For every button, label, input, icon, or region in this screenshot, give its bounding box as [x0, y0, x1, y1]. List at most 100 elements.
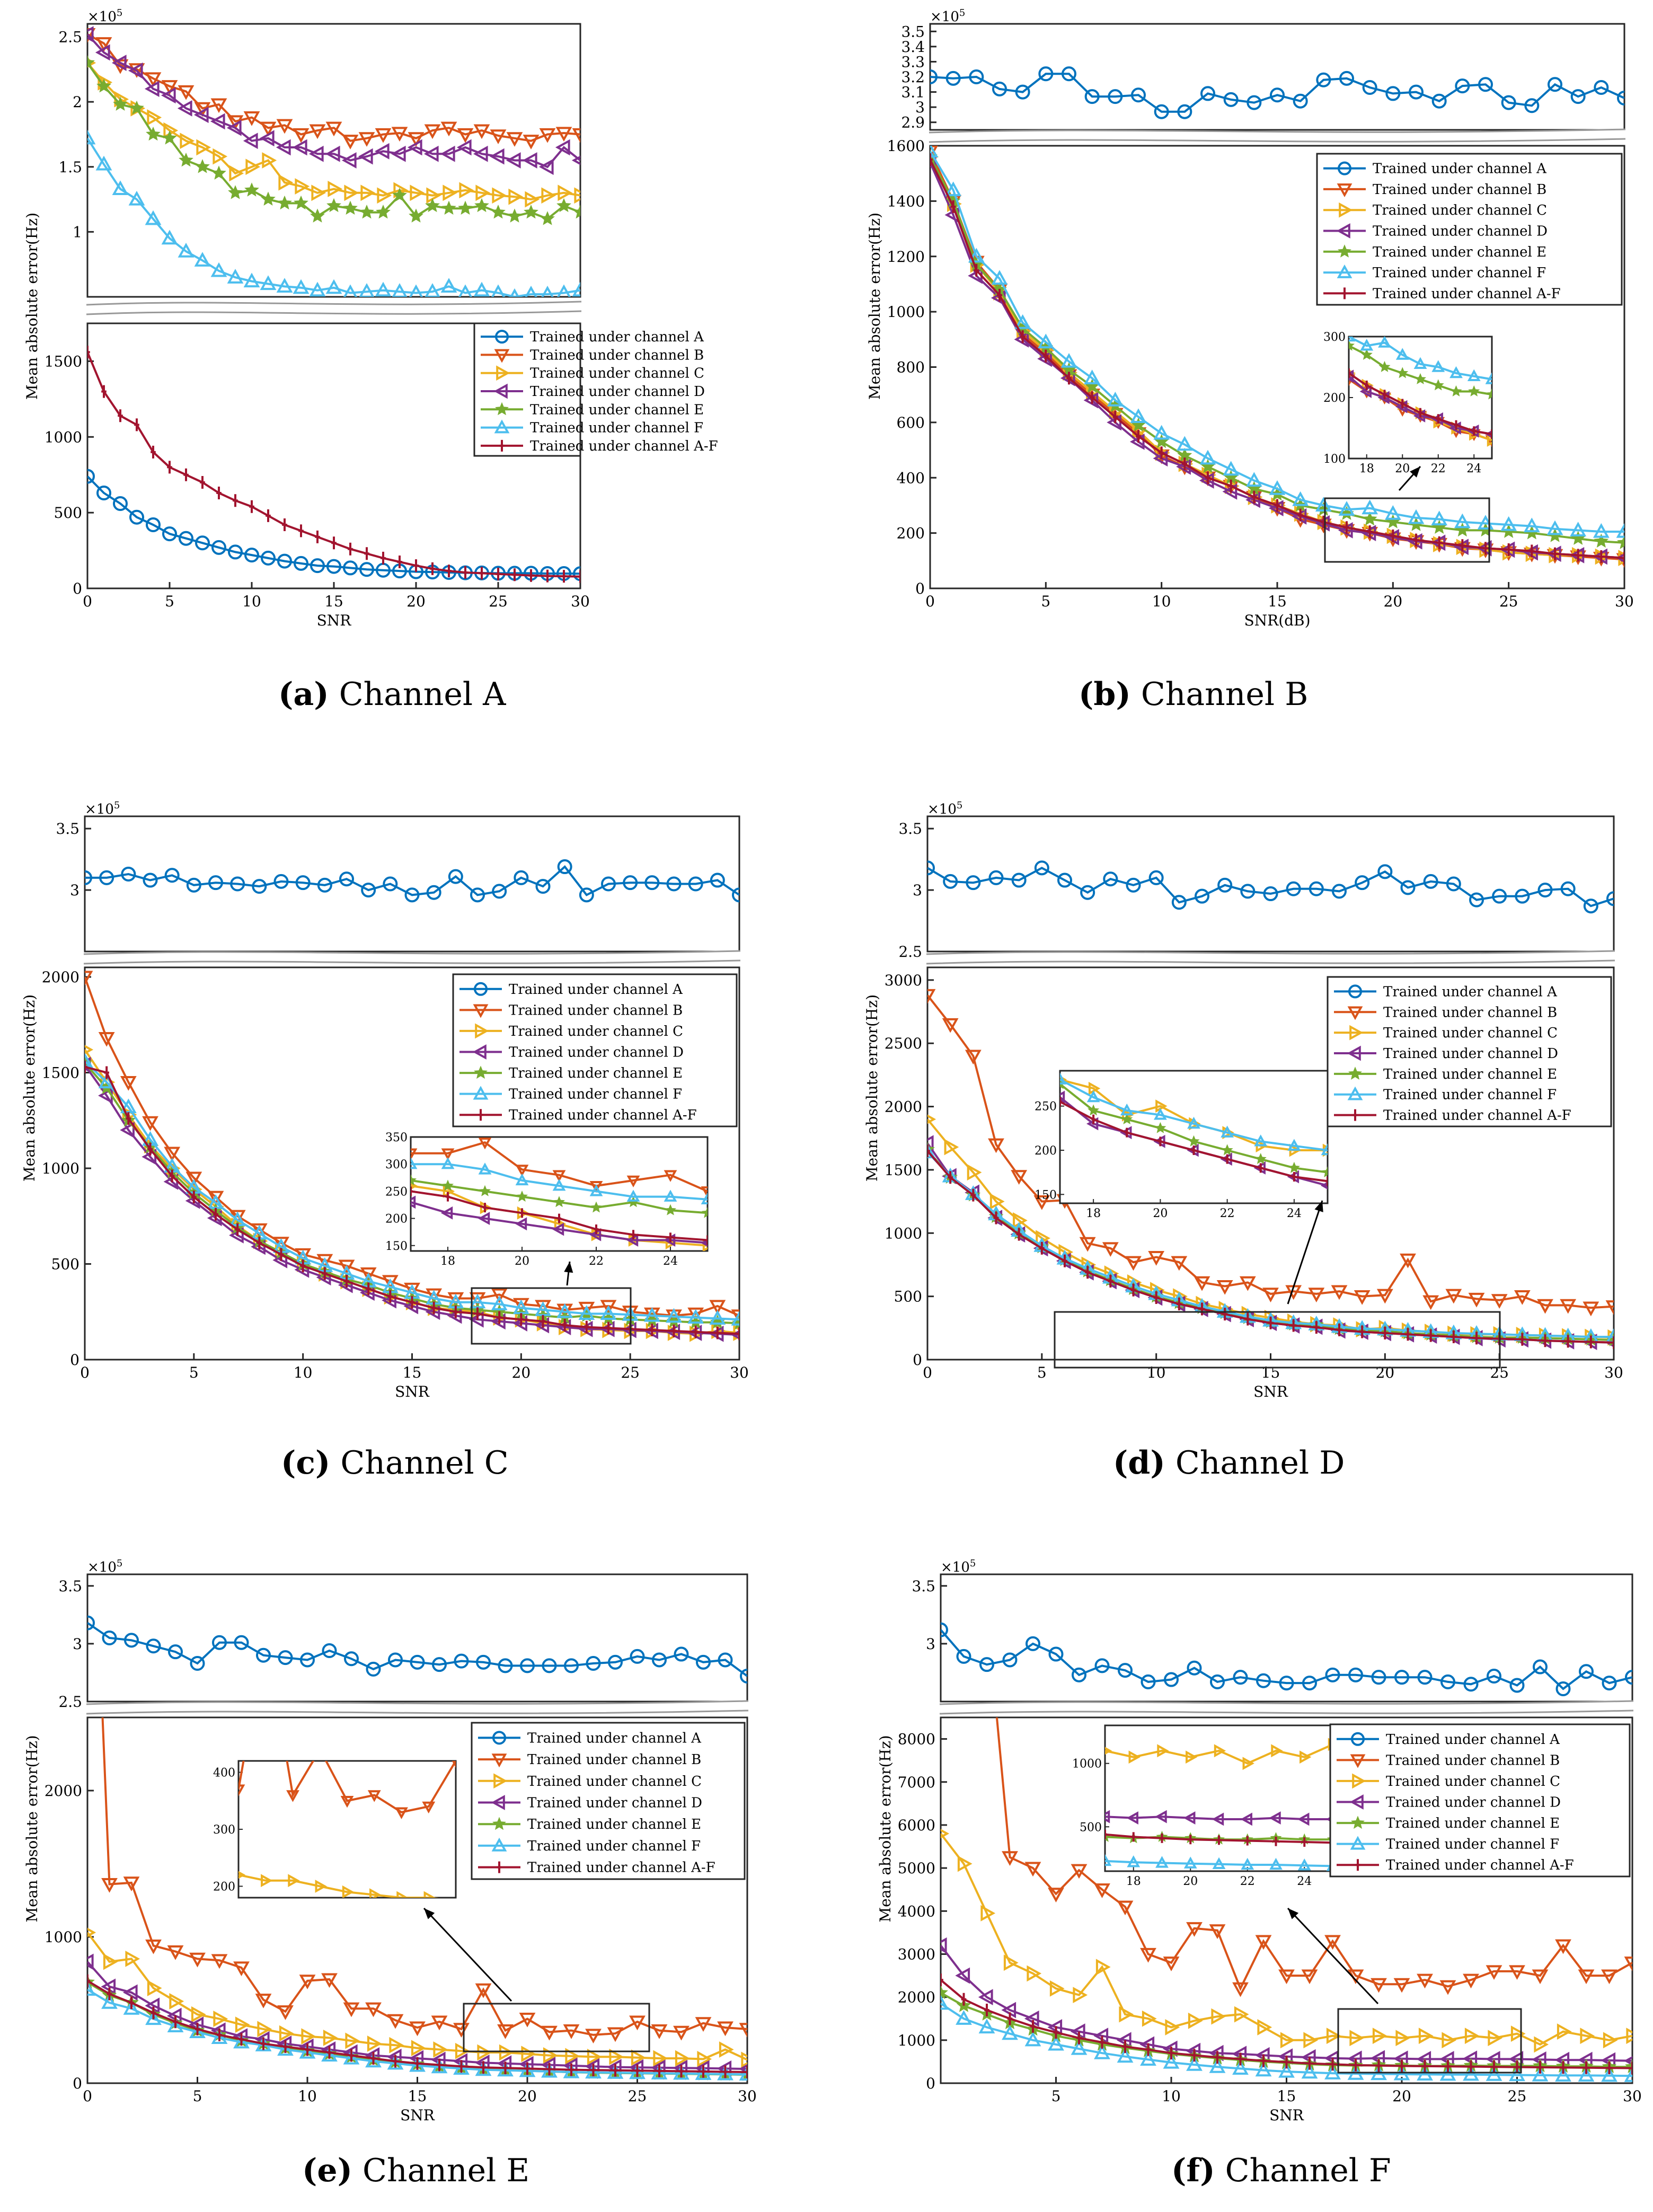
series-inset-4: [1060, 1078, 1328, 1178]
point-lower-2: [477, 2044, 492, 2061]
point-lower-3: [978, 1989, 993, 2006]
point-upper-3: [193, 107, 209, 124]
xtick-label: 30: [1604, 1364, 1623, 1381]
point-lower-4: [1084, 378, 1100, 393]
lower-ytick-label: 4000: [898, 1902, 935, 1920]
series-inset-5: [1349, 337, 1492, 384]
point-lower-6: [431, 1301, 437, 1315]
point-lower-5: [1117, 2048, 1134, 2063]
point-upper-0: [1316, 72, 1331, 87]
legend-marker: [1347, 1045, 1361, 1061]
point-inset-4: [1154, 1122, 1166, 1133]
inset-arrow-head: [564, 1262, 573, 1273]
point-upper-0: [1094, 1658, 1110, 1673]
line-lower-2: [941, 1832, 1632, 2046]
point-lower-1: [1560, 1299, 1577, 1314]
point-lower-6: [458, 2060, 464, 2073]
point-upper-3: [489, 148, 505, 165]
point-upper-0: [252, 879, 267, 894]
line-lower-5: [930, 151, 1624, 533]
point-lower-6: [1529, 544, 1535, 558]
legend-label: Trained under channel A: [1373, 161, 1547, 177]
point-lower-6: [649, 1324, 655, 1337]
point-inset-4: [516, 1191, 528, 1202]
inset-xtick-label: 22: [1240, 1875, 1255, 1888]
series-upper-0: [930, 66, 1624, 119]
legend-marker: [1349, 1025, 1364, 1041]
caption-a-text: Channel A: [339, 676, 506, 713]
point-lower-6: [1030, 2020, 1036, 2033]
point-upper-5: [227, 269, 244, 284]
point-lower-4: [1431, 519, 1447, 534]
point-inset-6: [631, 1230, 635, 1240]
point-lower-5: [1486, 2066, 1502, 2081]
point-lower-6: [85, 1060, 87, 1073]
legend-label: Trained under channel F: [1383, 1087, 1557, 1103]
point-upper-3: [374, 143, 390, 160]
xtick-label: 0: [80, 1364, 90, 1381]
point-lower-6: [393, 2055, 398, 2068]
point-lower-5: [927, 1143, 936, 1159]
point-lower-2: [675, 2050, 690, 2067]
point-upper-0: [1103, 871, 1118, 887]
point-lower-5: [233, 2033, 250, 2049]
upper-exponent-label: ×105: [930, 7, 965, 25]
point-lower-6: [134, 418, 139, 431]
point-upper-0: [410, 1654, 425, 1670]
break-line-top: [86, 1700, 749, 1705]
point-lower-6: [191, 1191, 197, 1204]
lower-ytick-label: 2000: [885, 1098, 922, 1116]
point-upper-3: [210, 113, 225, 130]
point-inset-5: [626, 1189, 640, 1202]
point-upper-0: [969, 69, 984, 84]
point-lower-4: [1154, 434, 1169, 448]
point-upper-0: [1233, 1670, 1248, 1685]
point-lower-2: [741, 2051, 747, 2068]
point-upper-0: [87, 1615, 95, 1631]
point-lower-1: [600, 1300, 617, 1315]
lower-ytick-label: 3000: [898, 1945, 935, 1963]
point-upper-3: [506, 152, 521, 169]
point-lower-0: [179, 531, 193, 546]
point-upper-5: [178, 243, 195, 258]
point-upper-0: [1148, 870, 1164, 885]
point-upper-0: [1223, 92, 1239, 107]
inset-xtick-label: 22: [1431, 462, 1446, 475]
point-upper-3: [276, 139, 291, 156]
point-lower-1: [295, 1248, 312, 1263]
point-lower-2: [1211, 2008, 1226, 2025]
point-inset-6: [1191, 1145, 1196, 1155]
point-lower-2: [1442, 2032, 1457, 2049]
point-upper-0: [212, 1635, 227, 1650]
xtick-label: 15: [324, 593, 343, 610]
upper-axes-box: [929, 23, 1625, 131]
line-upper-0: [941, 1629, 1632, 1690]
legend-label: Trained under channel E: [527, 1817, 701, 1832]
point-upper-1: [555, 127, 572, 142]
upper-ytick-label: 3.1: [901, 84, 925, 101]
point-upper-4: [113, 96, 128, 111]
point-lower-1: [1216, 1280, 1233, 1295]
point-lower-2: [967, 1164, 982, 1181]
point-lower-1: [1011, 1170, 1028, 1185]
point-lower-5: [1024, 2031, 1041, 2047]
point-lower-1: [1463, 1973, 1479, 1989]
lower-ytick-label: 500: [51, 1256, 79, 1273]
point-lower-2: [565, 2048, 580, 2065]
point-lower-1: [709, 1300, 726, 1315]
point-upper-3: [358, 148, 373, 165]
point-upper-4: [277, 195, 292, 210]
lower-ytick-label: 0: [70, 1351, 79, 1369]
point-lower-5: [207, 1194, 224, 1209]
point-inset-1: [441, 1148, 455, 1160]
series-inset-6: [411, 1186, 708, 1245]
point-lower-5: [512, 1299, 529, 1315]
inset-arrow-line: [1287, 1907, 1379, 2005]
point-lower-1: [607, 2027, 624, 2042]
point-lower-1: [1094, 1883, 1110, 1898]
point-inset-2: [1088, 1081, 1101, 1095]
point-upper-0: [1118, 1663, 1133, 1678]
point-upper-0: [1492, 888, 1507, 904]
point-upper-0: [557, 859, 572, 875]
legend-label: Trained under channel A: [1386, 1732, 1560, 1748]
